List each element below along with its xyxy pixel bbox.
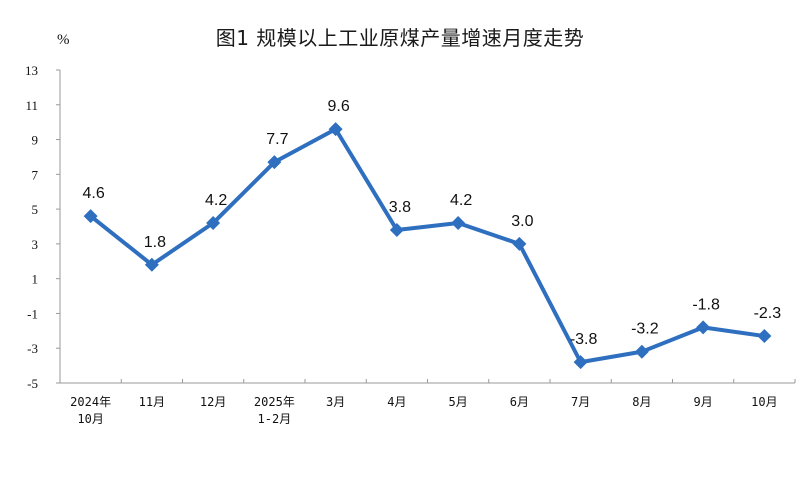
diamond-marker-icon xyxy=(144,257,159,272)
data-label: 4.2 xyxy=(205,192,227,209)
diamond-marker-icon xyxy=(451,216,466,231)
x-tick-label: 2024年 xyxy=(70,395,111,409)
x-tick-label: 7月 xyxy=(571,395,590,409)
chart-title: 图1 规模以上工业原煤产量增速月度走势 xyxy=(215,26,585,50)
x-tick-label: 12月 xyxy=(200,395,226,409)
x-tick-label: 10月 xyxy=(751,395,777,409)
data-label: 3.0 xyxy=(511,213,533,230)
diamond-marker-icon xyxy=(267,155,282,170)
x-tick-label: 3月 xyxy=(326,395,345,409)
diamond-marker-icon xyxy=(328,122,343,137)
y-tick-label: 11 xyxy=(25,98,38,113)
data-label: -3.8 xyxy=(570,331,598,348)
data-label: -3.2 xyxy=(631,321,659,338)
x-tick-label: 1-2月 xyxy=(258,412,292,426)
data-label: 7.7 xyxy=(266,131,288,148)
x-tick-label: 8月 xyxy=(632,395,651,409)
y-tick-label: 7 xyxy=(32,167,39,182)
diamond-marker-icon xyxy=(573,355,588,370)
diamond-marker-icon xyxy=(757,329,772,344)
data-label: 4.2 xyxy=(450,192,472,209)
x-tick-label: 9月 xyxy=(694,395,713,409)
y-tick-label: -3 xyxy=(27,341,38,356)
y-tick-label: -1 xyxy=(27,306,38,321)
y-tick-label: 13 xyxy=(25,63,38,78)
data-label: 3.8 xyxy=(389,199,411,216)
data-label: -2.3 xyxy=(754,305,782,322)
y-tick-label: 3 xyxy=(32,237,39,252)
diamond-marker-icon xyxy=(206,216,221,231)
data-label: -1.8 xyxy=(692,296,720,313)
x-tick-label: 4月 xyxy=(387,395,406,409)
series-line xyxy=(89,127,765,365)
diamond-marker-icon xyxy=(696,320,711,335)
x-tick-label: 5月 xyxy=(449,395,468,409)
data-label: 4.6 xyxy=(83,185,105,202)
y-axis-unit: % xyxy=(57,32,70,48)
diamond-marker-icon xyxy=(389,222,404,237)
y-tick-label: 5 xyxy=(32,202,39,217)
y-tick-label: 9 xyxy=(32,133,39,148)
x-tick-label: 6月 xyxy=(510,395,529,409)
x-tick-label: 2025年 xyxy=(254,395,295,409)
data-label: 9.6 xyxy=(328,98,350,115)
y-tick-label: 1 xyxy=(32,272,39,287)
diamond-marker-icon xyxy=(634,344,649,359)
x-tick-label: 11月 xyxy=(139,395,165,409)
x-tick-label: 10月 xyxy=(77,412,103,426)
diamond-marker-icon xyxy=(512,236,527,251)
diamond-marker-icon xyxy=(83,209,98,224)
data-label: 1.8 xyxy=(144,234,166,251)
y-tick-label: -5 xyxy=(27,376,38,391)
